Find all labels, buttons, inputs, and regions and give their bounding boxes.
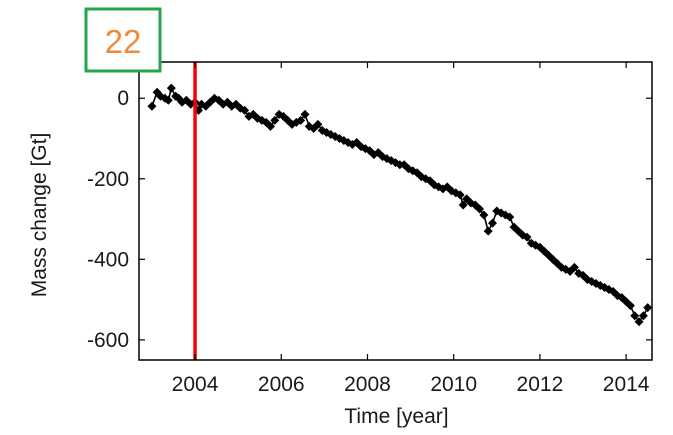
data-point bbox=[569, 262, 579, 272]
data-point bbox=[309, 123, 319, 133]
data-point bbox=[300, 109, 310, 119]
y-axis-title: Mass change [Gt] bbox=[28, 133, 51, 298]
data-marks bbox=[147, 83, 653, 327]
data-point bbox=[487, 218, 497, 228]
data-point bbox=[265, 121, 275, 131]
data-point bbox=[240, 105, 250, 115]
x-tick-label: 2010 bbox=[430, 373, 477, 396]
x-tick-label: 2014 bbox=[603, 373, 650, 396]
data-point bbox=[643, 303, 653, 313]
data-point bbox=[625, 301, 635, 311]
x-axis-title: Time [year] bbox=[344, 405, 448, 428]
data-point bbox=[147, 101, 157, 111]
panel-label: 22 bbox=[105, 23, 142, 60]
data-point bbox=[638, 311, 648, 321]
y-tick-label: -400 bbox=[87, 248, 129, 271]
x-axis-ticks: 2004 2006 2008 2010 2012 2014 bbox=[172, 62, 650, 396]
data-point bbox=[634, 317, 644, 327]
x-tick-label: 2006 bbox=[258, 373, 305, 396]
series-line bbox=[151, 85, 649, 324]
data-point bbox=[455, 190, 465, 200]
data-point bbox=[505, 212, 515, 222]
data-point bbox=[475, 204, 485, 214]
data-point bbox=[166, 83, 176, 93]
data-point bbox=[458, 200, 468, 210]
data-point bbox=[630, 311, 640, 321]
data-point bbox=[270, 115, 280, 125]
data-point bbox=[479, 210, 489, 220]
data-point bbox=[296, 115, 306, 125]
data-point bbox=[313, 119, 323, 129]
y-tick-label: -600 bbox=[87, 329, 129, 352]
y-axis-ticks: 0 -200 -400 -600 bbox=[87, 87, 652, 352]
data-point bbox=[163, 95, 173, 105]
y-tick-label: 0 bbox=[117, 87, 129, 110]
y-tick-label: -200 bbox=[87, 168, 129, 191]
data-point bbox=[483, 226, 493, 236]
data-point bbox=[522, 232, 532, 242]
x-tick-label: 2004 bbox=[172, 373, 219, 396]
x-tick-label: 2012 bbox=[517, 373, 564, 396]
plot-frame bbox=[138, 61, 653, 361]
panel-label-box bbox=[84, 7, 162, 73]
x-tick-label: 2008 bbox=[344, 373, 391, 396]
